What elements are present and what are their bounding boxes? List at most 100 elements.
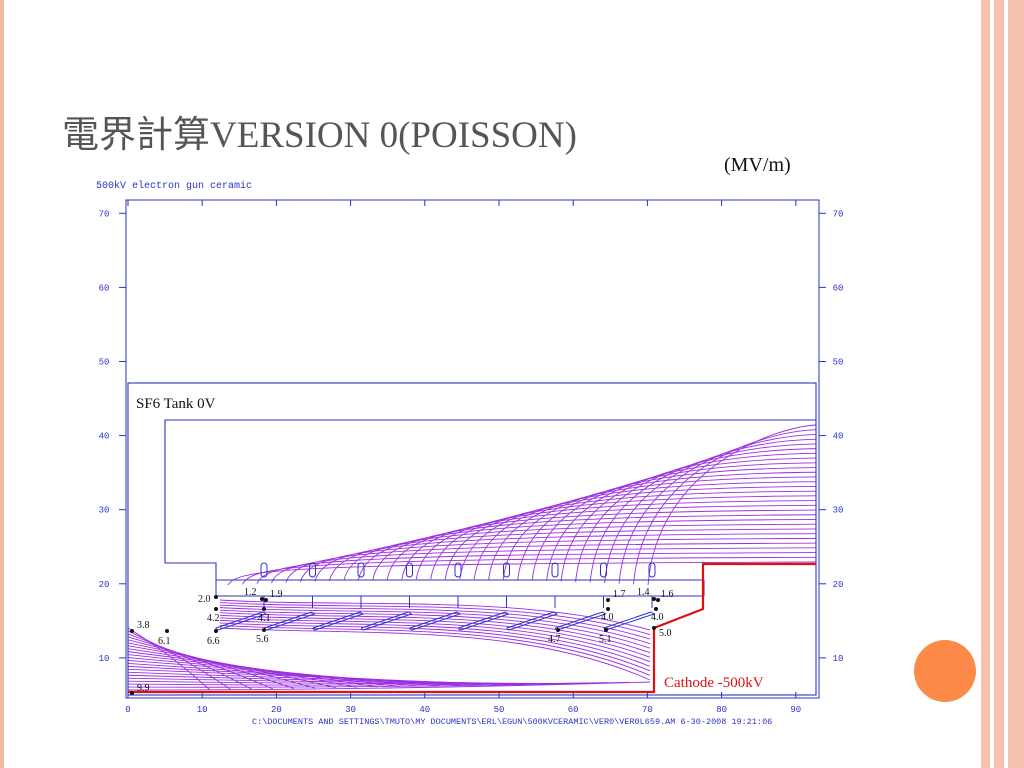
x-tick-label: 10 — [197, 705, 208, 715]
electrode-top — [600, 562, 607, 578]
field-line — [343, 523, 817, 581]
x-tick-label: 90 — [790, 705, 801, 715]
field-value-label: 5.6 — [256, 634, 269, 645]
x-tick-label: 80 — [716, 705, 727, 715]
field-line — [285, 542, 817, 583]
decorative-circle — [914, 640, 976, 702]
electrode-top — [309, 562, 316, 578]
measurement-point — [654, 607, 658, 611]
measurement-point — [606, 598, 610, 602]
field-value-label: 1.6 — [661, 589, 674, 600]
electrode-top — [648, 562, 656, 578]
plot-footer: C:\DOCUMENTS AND SETTINGS\TMUTO\MY DOCUM… — [252, 717, 772, 727]
field-value-label: 9.9 — [137, 683, 150, 694]
field-value-label: 4.0 — [651, 612, 664, 623]
field-line — [647, 424, 817, 586]
measurement-point — [165, 629, 169, 633]
y-tick-label-right: 70 — [833, 209, 844, 219]
y-tick-label-right: 50 — [833, 358, 844, 368]
tank-label: SF6 Tank 0V — [136, 396, 216, 412]
x-tick-label: 50 — [494, 705, 505, 715]
y-tick-label: 50 — [99, 358, 110, 368]
field-line — [473, 481, 817, 580]
field-line — [386, 509, 817, 580]
x-tick-label: 30 — [345, 705, 356, 715]
field-value-label: 4.7 — [548, 634, 561, 645]
field-line — [604, 438, 817, 584]
measurement-point — [130, 629, 134, 633]
measurement-point — [606, 607, 610, 611]
field-line — [219, 617, 651, 663]
field-line — [219, 619, 651, 667]
field-value-label: 4.2 — [207, 613, 220, 624]
field-line — [328, 528, 817, 581]
field-line — [357, 519, 817, 581]
plot-frame — [125, 199, 820, 699]
electrode-top — [454, 562, 462, 578]
field-line — [219, 625, 651, 676]
y-tick-label: 30 — [99, 506, 110, 516]
shield-electrode — [360, 611, 413, 631]
y-tick-label: 10 — [99, 654, 110, 664]
measurement-point — [604, 628, 608, 632]
y-tick-label-right: 30 — [833, 506, 844, 516]
measurement-point — [264, 598, 268, 602]
field-value-label: 5.0 — [659, 628, 672, 639]
y-tick-label: 60 — [99, 283, 110, 293]
y-tick-label-right: 10 — [833, 654, 844, 664]
y-tick-label: 70 — [99, 209, 110, 219]
field-line — [314, 533, 817, 582]
measurement-point — [556, 628, 560, 632]
field-line — [415, 500, 817, 580]
x-tick-label: 20 — [271, 705, 282, 715]
x-tick-label: 60 — [568, 705, 579, 715]
x-tick-label: 40 — [419, 705, 430, 715]
electrode-top — [406, 562, 413, 578]
y-tick-label-right: 20 — [833, 580, 844, 590]
field-line — [127, 681, 651, 691]
field-value-label: 5.1 — [599, 634, 612, 645]
cathode-label: Cathode -500kV — [664, 675, 764, 691]
plot-header: 500kV electron gun ceramic — [96, 180, 252, 192]
shield-electrode — [506, 611, 559, 631]
field-line — [219, 602, 651, 635]
electrode-top — [503, 562, 510, 578]
y-tick-label-right: 40 — [833, 432, 844, 442]
field-value-label: 1.7 — [613, 589, 626, 600]
field-line — [227, 561, 817, 586]
field-line — [459, 485, 817, 580]
measurement-point — [652, 626, 656, 630]
electrode-top — [357, 562, 365, 578]
field-line — [430, 495, 817, 580]
slide-title: 電界計算VERSION 0(POISSON) — [62, 115, 577, 156]
field-line — [127, 633, 253, 690]
field-line — [219, 607, 651, 645]
field-value-label: 6.1 — [158, 636, 171, 647]
field-value-labels: 3.8 6.1 2.0 4.2 6.6 1.2 1.9 4.1 5.6 1.7 4.0 1.4 1.6 4… — [130, 587, 674, 695]
shield-electrode — [457, 611, 510, 631]
field-line — [502, 471, 817, 580]
field-line — [219, 599, 651, 631]
slide-frame-left — [0, 0, 4, 768]
field-line — [219, 612, 651, 654]
field-value-label: 1.9 — [270, 589, 283, 600]
field-line — [618, 433, 817, 584]
x-tick-label: 0 — [125, 705, 130, 715]
field-line — [546, 457, 817, 581]
y-tick-label-right: 60 — [833, 283, 844, 293]
ceramic-structure — [215, 562, 705, 631]
measurement-point — [214, 629, 218, 633]
field-value-label: 4.0 — [601, 612, 614, 623]
measurement-point — [260, 597, 264, 601]
field-line — [127, 682, 609, 686]
slide-frame-stripes — [978, 0, 1024, 768]
measurement-point — [214, 595, 218, 599]
measurement-point — [262, 628, 266, 632]
measurement-point — [656, 598, 660, 602]
field-value-label: 1.4 — [637, 587, 650, 598]
field-line — [531, 462, 817, 581]
field-line — [589, 443, 817, 583]
field-line — [219, 627, 651, 681]
shield-electrode — [312, 611, 365, 631]
